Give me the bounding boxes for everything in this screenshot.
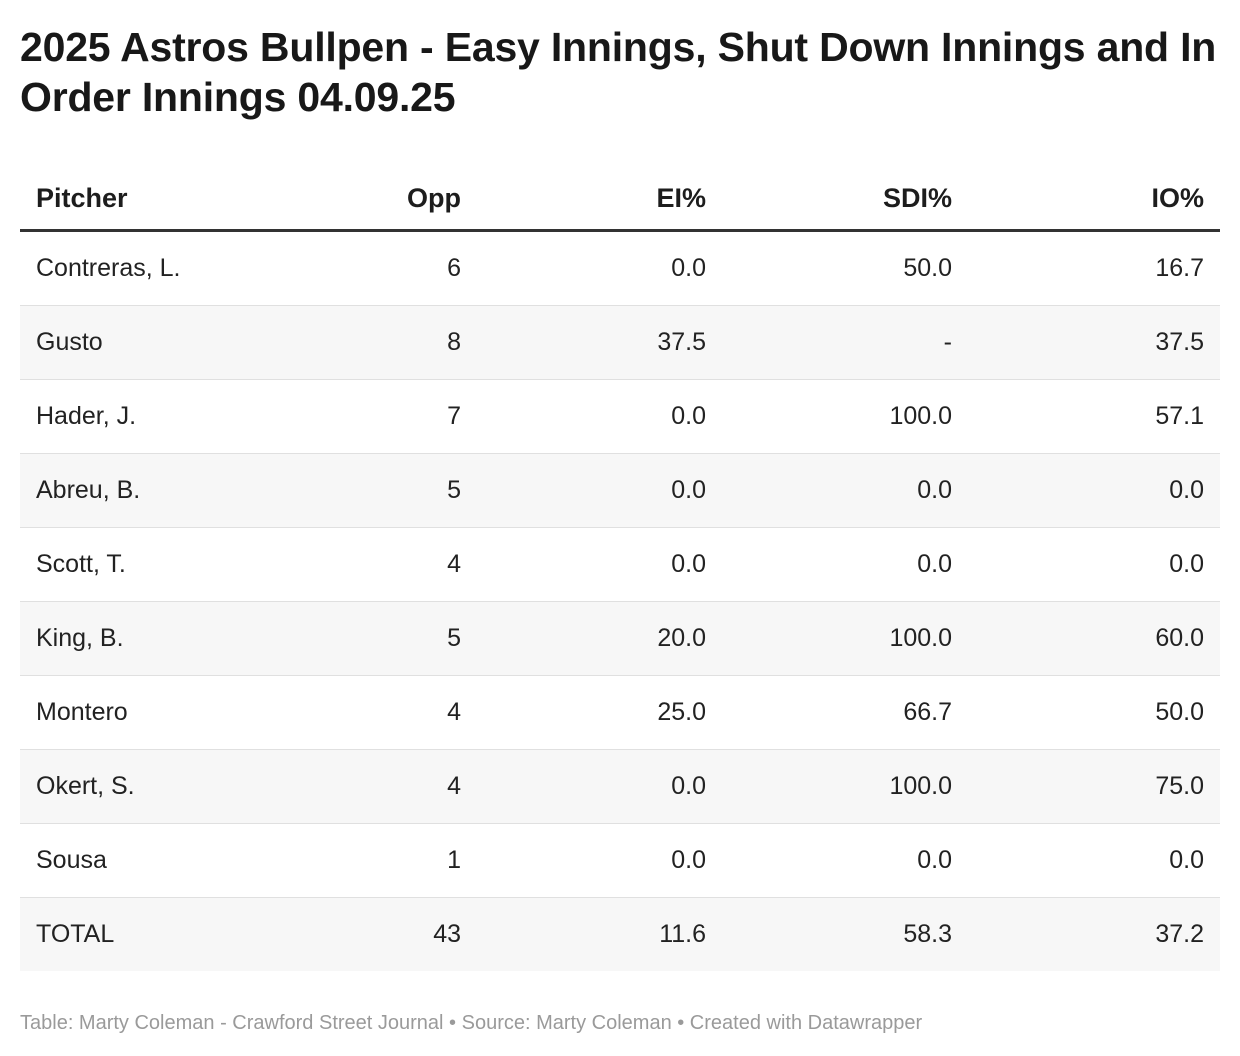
- cell-pitcher: Sousa: [20, 823, 290, 898]
- cell-io: 57.1: [968, 379, 1220, 454]
- cell-ei: 37.5: [477, 305, 722, 380]
- cell-io: 0.0: [968, 527, 1220, 602]
- table-row: Scott, T. 4 0.0 0.0 0.0: [20, 527, 1220, 602]
- cell-opp: 1: [290, 823, 477, 898]
- cell-io: 75.0: [968, 749, 1220, 824]
- column-header-sdi[interactable]: SDI%: [722, 167, 968, 232]
- column-header-pitcher[interactable]: Pitcher: [20, 167, 290, 232]
- table-row: Contreras, L. 6 0.0 50.0 16.7: [20, 230, 1220, 306]
- cell-ei: 11.6: [477, 897, 722, 971]
- chart-container: 2025 Astros Bullpen - Easy Innings, Shut…: [20, 22, 1220, 1035]
- cell-sdi: 100.0: [722, 749, 968, 824]
- cell-pitcher: Contreras, L.: [20, 230, 290, 306]
- cell-sdi: 66.7: [722, 675, 968, 750]
- cell-ei: 0.0: [477, 749, 722, 824]
- cell-sdi: -: [722, 305, 968, 380]
- cell-opp: 6: [290, 230, 477, 306]
- cell-ei: 0.0: [477, 823, 722, 898]
- cell-pitcher: Scott, T.: [20, 527, 290, 602]
- cell-pitcher: Montero: [20, 675, 290, 750]
- cell-sdi: 58.3: [722, 897, 968, 971]
- cell-pitcher: Gusto: [20, 305, 290, 380]
- cell-opp: 4: [290, 675, 477, 750]
- table-row-total: TOTAL 43 11.6 58.3 37.2: [20, 897, 1220, 971]
- cell-opp: 43: [290, 897, 477, 971]
- cell-sdi: 100.0: [722, 601, 968, 676]
- cell-io: 37.2: [968, 897, 1220, 971]
- cell-ei: 0.0: [477, 527, 722, 602]
- cell-io: 60.0: [968, 601, 1220, 676]
- table-row: King, B. 5 20.0 100.0 60.0: [20, 601, 1220, 676]
- table-row: Abreu, B. 5 0.0 0.0 0.0: [20, 453, 1220, 528]
- table-row: Okert, S. 4 0.0 100.0 75.0: [20, 749, 1220, 824]
- cell-pitcher: King, B.: [20, 601, 290, 676]
- header-row: Pitcher Opp EI% SDI% IO%: [20, 167, 1220, 232]
- cell-io: 37.5: [968, 305, 1220, 380]
- cell-sdi: 100.0: [722, 379, 968, 454]
- cell-opp: 5: [290, 601, 477, 676]
- table-row: Gusto 8 37.5 - 37.5: [20, 305, 1220, 380]
- cell-sdi: 0.0: [722, 453, 968, 528]
- table-row: Hader, J. 7 0.0 100.0 57.1: [20, 379, 1220, 454]
- cell-sdi: 50.0: [722, 230, 968, 306]
- cell-opp: 7: [290, 379, 477, 454]
- chart-title: 2025 Astros Bullpen - Easy Innings, Shut…: [20, 24, 1217, 120]
- table-row: Montero 4 25.0 66.7 50.0: [20, 675, 1220, 750]
- data-table: Pitcher Opp EI% SDI% IO% Contreras, L. 6…: [20, 167, 1220, 971]
- cell-io: 50.0: [968, 675, 1220, 750]
- cell-io: 0.0: [968, 453, 1220, 528]
- table-header: Pitcher Opp EI% SDI% IO%: [20, 167, 1220, 232]
- table-body: Contreras, L. 6 0.0 50.0 16.7 Gusto 8 37…: [20, 230, 1220, 971]
- cell-pitcher: Okert, S.: [20, 749, 290, 824]
- cell-sdi: 0.0: [722, 823, 968, 898]
- cell-io: 16.7: [968, 230, 1220, 306]
- table-row: Sousa 1 0.0 0.0 0.0: [20, 823, 1220, 898]
- cell-sdi: 0.0: [722, 527, 968, 602]
- column-header-ei[interactable]: EI%: [477, 167, 722, 232]
- column-header-opp[interactable]: Opp: [290, 167, 477, 232]
- cell-ei: 25.0: [477, 675, 722, 750]
- cell-io: 0.0: [968, 823, 1220, 898]
- cell-opp: 4: [290, 527, 477, 602]
- cell-pitcher: Abreu, B.: [20, 453, 290, 528]
- cell-ei: 0.0: [477, 379, 722, 454]
- cell-opp: 5: [290, 453, 477, 528]
- cell-pitcher: Hader, J.: [20, 379, 290, 454]
- cell-ei: 0.0: [477, 453, 722, 528]
- chart-footer: Table: Marty Coleman - Crawford Street J…: [20, 1012, 923, 1034]
- cell-ei: 20.0: [477, 601, 722, 676]
- cell-pitcher: TOTAL: [20, 897, 290, 971]
- cell-opp: 8: [290, 305, 477, 380]
- column-header-io[interactable]: IO%: [968, 167, 1220, 232]
- cell-opp: 4: [290, 749, 477, 824]
- cell-ei: 0.0: [477, 230, 722, 306]
